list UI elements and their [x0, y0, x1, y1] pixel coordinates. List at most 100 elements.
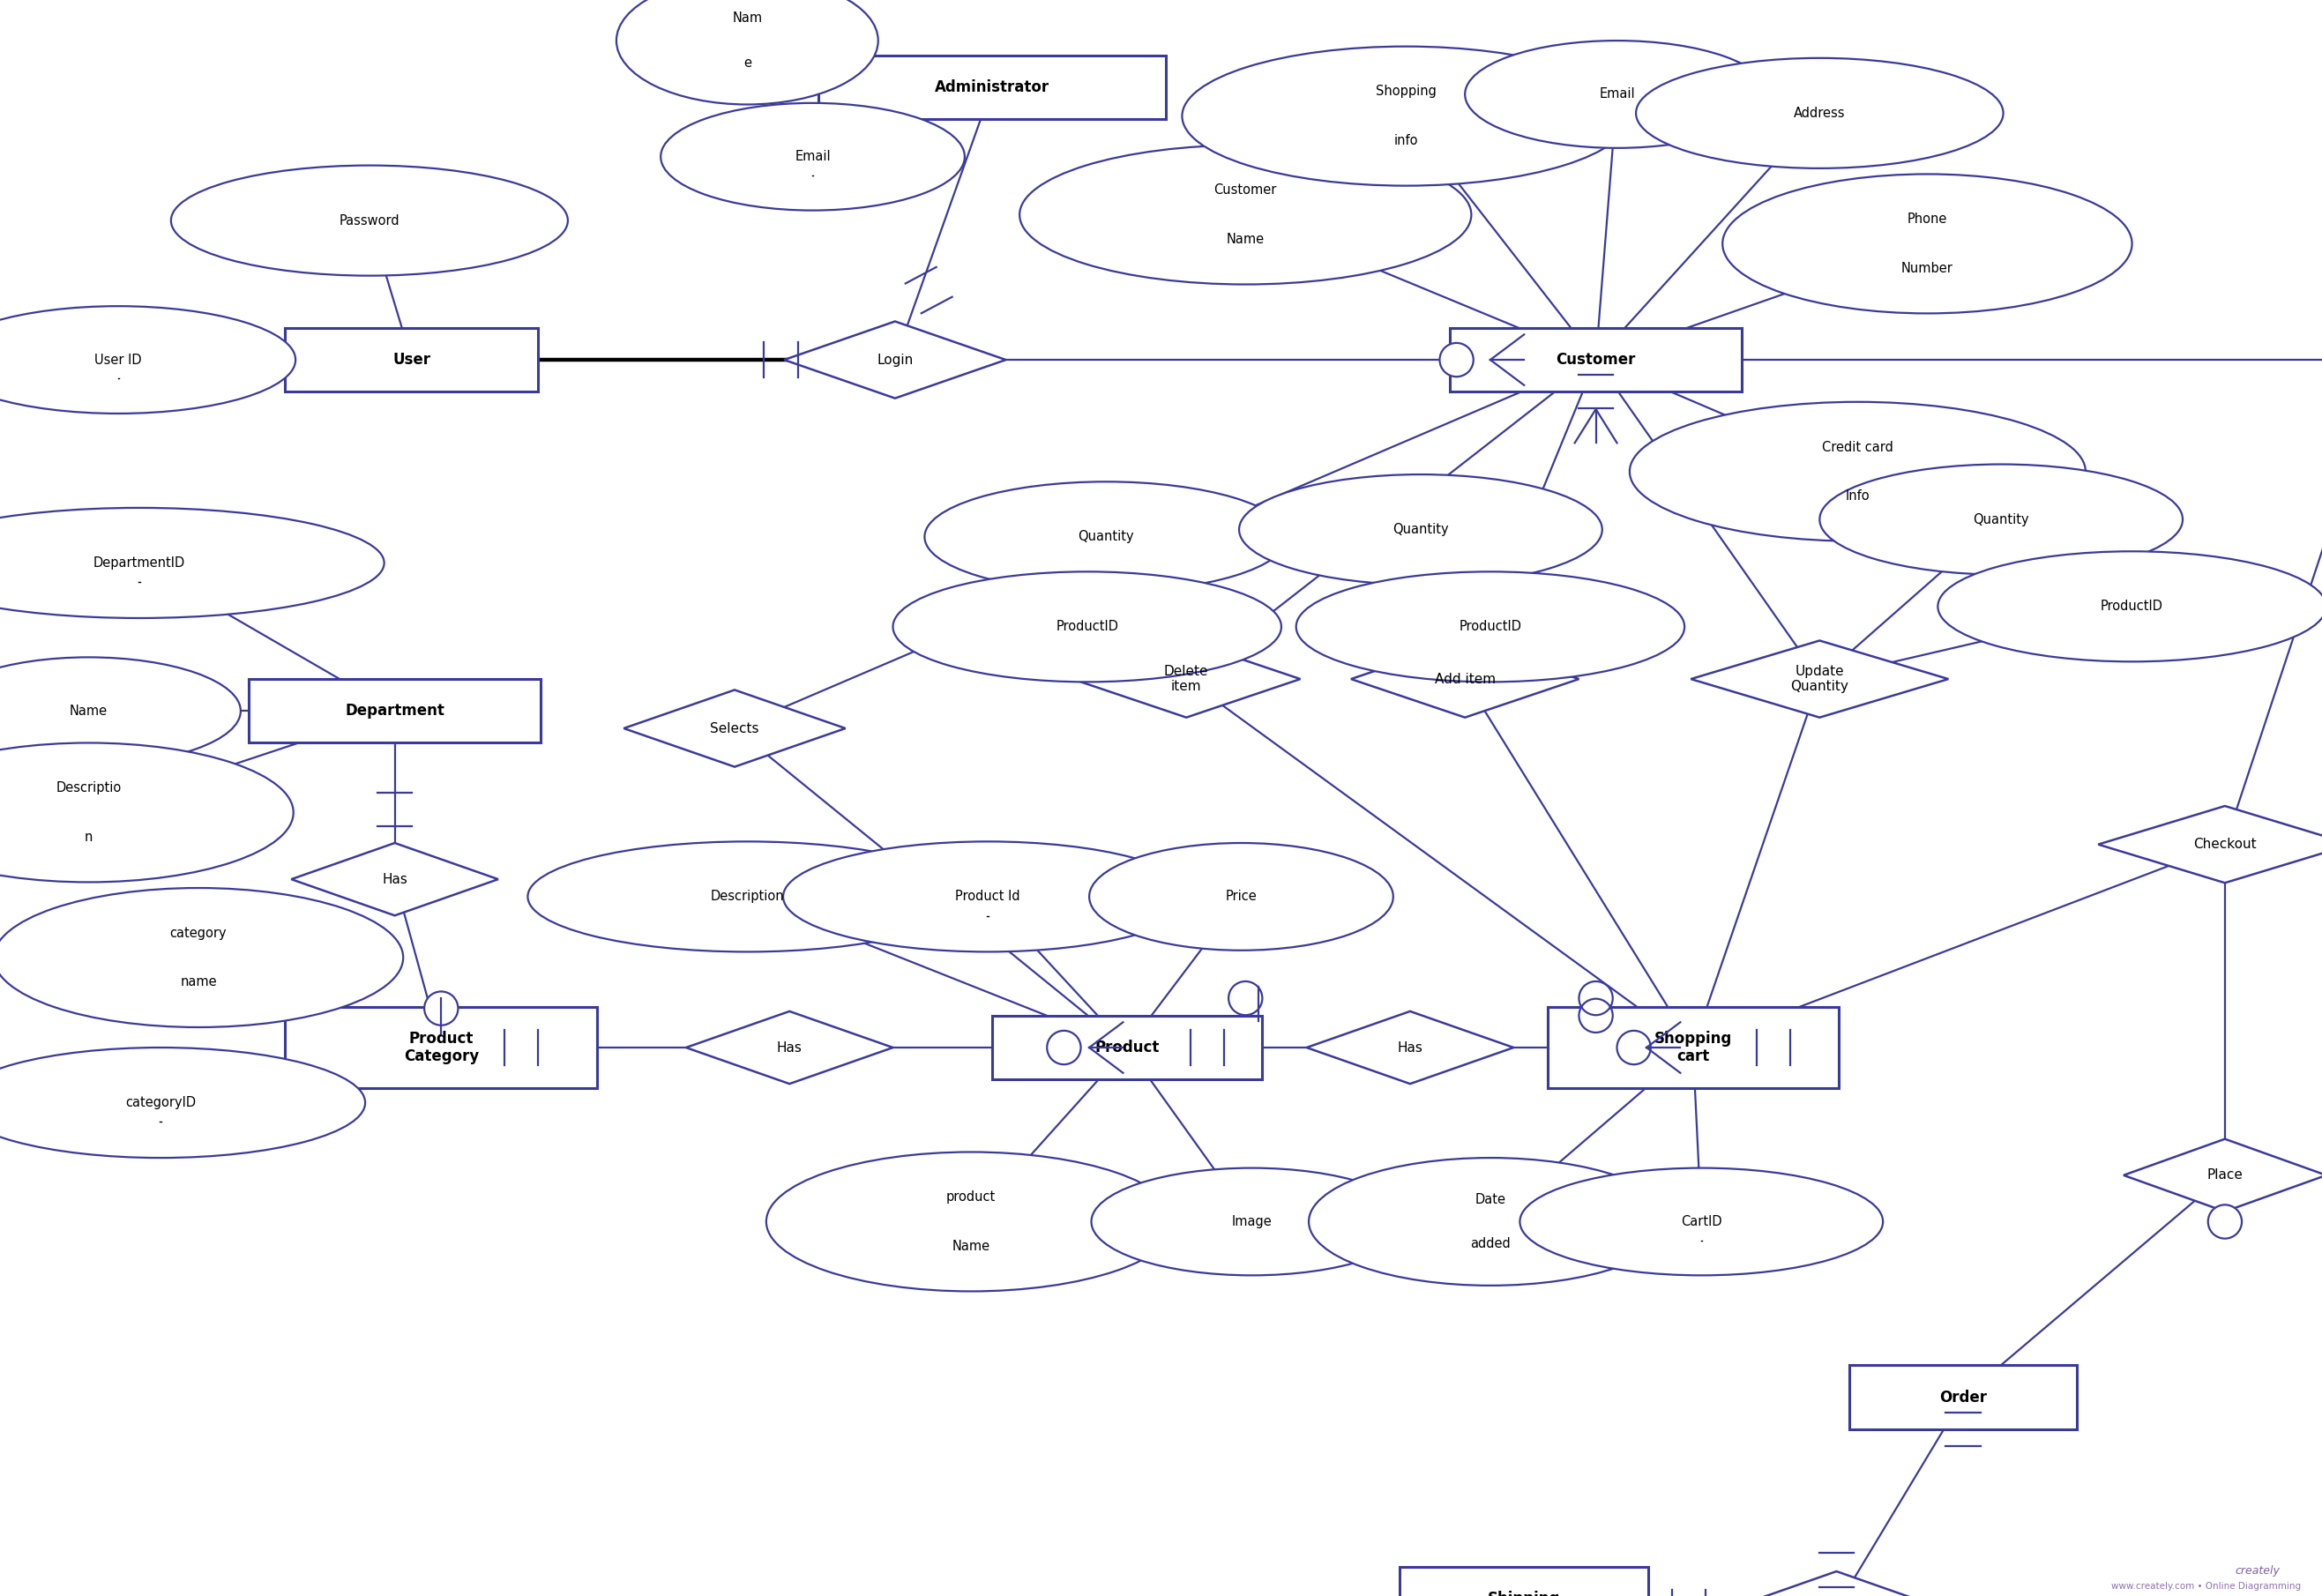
Polygon shape	[1732, 1572, 1939, 1596]
Text: creately: creately	[2234, 1566, 2280, 1577]
Ellipse shape	[615, 0, 878, 104]
Ellipse shape	[0, 658, 241, 764]
Circle shape	[1616, 1031, 1651, 1065]
Text: n: n	[84, 830, 93, 844]
Text: Shopping
cart: Shopping cart	[1653, 1031, 1732, 1065]
Ellipse shape	[894, 571, 1282, 681]
Ellipse shape	[0, 887, 404, 1028]
Text: Delete
item: Delete item	[1163, 666, 1207, 693]
Circle shape	[2208, 1205, 2241, 1238]
Ellipse shape	[0, 306, 295, 413]
Text: Description: Description	[711, 891, 785, 903]
Ellipse shape	[0, 508, 383, 618]
Circle shape	[1579, 982, 1614, 1015]
Text: Quantity: Quantity	[1077, 530, 1133, 544]
Polygon shape	[685, 1012, 894, 1084]
Ellipse shape	[1240, 474, 1602, 584]
FancyBboxPatch shape	[991, 1015, 1263, 1079]
Text: Product Id: Product Id	[954, 891, 1019, 903]
Ellipse shape	[783, 841, 1194, 951]
FancyBboxPatch shape	[1848, 1365, 2078, 1428]
Ellipse shape	[1091, 1168, 1412, 1275]
Ellipse shape	[1637, 57, 2004, 168]
Text: Product: Product	[1096, 1039, 1159, 1055]
Polygon shape	[290, 843, 499, 916]
Text: Password: Password	[339, 214, 399, 227]
Text: product: product	[947, 1191, 996, 1203]
Text: Has: Has	[383, 873, 406, 886]
Polygon shape	[2099, 806, 2322, 883]
Circle shape	[1047, 1031, 1080, 1065]
Ellipse shape	[1019, 145, 1472, 284]
Ellipse shape	[0, 742, 293, 883]
Text: Place: Place	[2206, 1168, 2243, 1183]
Ellipse shape	[1310, 1157, 1672, 1285]
Circle shape	[1579, 999, 1614, 1033]
Text: Shipping
info: Shipping info	[1488, 1591, 1560, 1596]
Text: Address: Address	[1795, 107, 1846, 120]
Text: ProductID: ProductID	[1458, 621, 1521, 634]
FancyBboxPatch shape	[286, 1007, 597, 1088]
Ellipse shape	[1465, 40, 1769, 148]
Text: Info: Info	[1846, 490, 1869, 503]
FancyBboxPatch shape	[1400, 1567, 1649, 1596]
FancyBboxPatch shape	[1546, 1007, 1839, 1088]
Polygon shape	[1351, 640, 1579, 718]
Text: ProductID: ProductID	[2101, 600, 2164, 613]
Ellipse shape	[1939, 551, 2322, 662]
Text: CartID: CartID	[1681, 1215, 1723, 1229]
Polygon shape	[1073, 640, 1300, 718]
Text: Name: Name	[70, 704, 107, 718]
Text: Email: Email	[794, 150, 831, 163]
Text: Customer: Customer	[1556, 351, 1635, 367]
Text: Login: Login	[878, 353, 913, 367]
Text: User ID: User ID	[95, 353, 142, 367]
Text: Price: Price	[1226, 891, 1256, 903]
Ellipse shape	[1182, 46, 1630, 185]
Text: Department: Department	[346, 702, 444, 718]
Text: Phone: Phone	[1906, 212, 1948, 227]
Text: Date: Date	[1474, 1192, 1505, 1207]
Text: Name: Name	[952, 1240, 989, 1253]
Ellipse shape	[766, 1152, 1175, 1291]
Ellipse shape	[172, 166, 569, 276]
Polygon shape	[1690, 640, 1948, 718]
Ellipse shape	[1521, 1168, 1883, 1275]
FancyBboxPatch shape	[817, 56, 1166, 120]
Text: Credit card: Credit card	[1823, 440, 1892, 453]
Ellipse shape	[1820, 464, 2183, 575]
Text: added: added	[1470, 1237, 1512, 1251]
Text: Shopping: Shopping	[1375, 85, 1437, 99]
Ellipse shape	[1296, 571, 1683, 681]
Ellipse shape	[1089, 843, 1393, 950]
Text: Has: Has	[1398, 1041, 1423, 1055]
Text: Descriptio: Descriptio	[56, 782, 121, 795]
Text: Customer: Customer	[1214, 184, 1277, 196]
Text: Name: Name	[1226, 233, 1265, 246]
Text: Nam: Nam	[731, 11, 762, 26]
Text: Has: Has	[778, 1041, 801, 1055]
Circle shape	[1228, 982, 1263, 1015]
Polygon shape	[1307, 1012, 1514, 1084]
Ellipse shape	[527, 841, 966, 951]
Text: Image: Image	[1231, 1215, 1272, 1229]
Text: User: User	[392, 351, 430, 367]
Text: Administrator: Administrator	[936, 80, 1050, 96]
Polygon shape	[2125, 1140, 2322, 1211]
Ellipse shape	[662, 104, 964, 211]
Ellipse shape	[1630, 402, 2085, 541]
Circle shape	[1440, 343, 1474, 377]
Text: Number: Number	[1902, 262, 1953, 275]
Text: Checkout: Checkout	[2194, 838, 2257, 851]
Text: Email: Email	[1600, 88, 1635, 101]
Text: e: e	[743, 56, 752, 70]
Text: DepartmentID: DepartmentID	[93, 557, 186, 570]
Circle shape	[425, 991, 457, 1025]
Ellipse shape	[1723, 174, 2132, 313]
Text: ProductID: ProductID	[1057, 621, 1119, 634]
Text: category: category	[170, 927, 228, 940]
FancyBboxPatch shape	[1451, 327, 1742, 391]
Text: www.creately.com • Online Diagramming: www.creately.com • Online Diagramming	[2111, 1582, 2301, 1591]
Ellipse shape	[924, 482, 1289, 592]
Text: Quantity: Quantity	[1393, 523, 1449, 536]
